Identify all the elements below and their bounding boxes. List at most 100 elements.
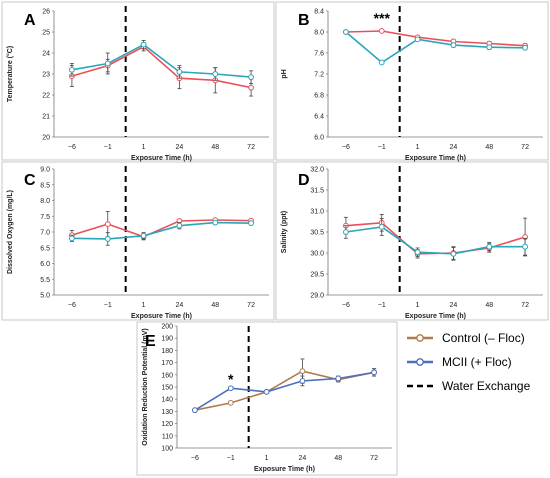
- y-tick-label: 7.5: [40, 214, 50, 221]
- data-point: [299, 368, 306, 375]
- data-point: [414, 36, 421, 43]
- y-tick-label: 24: [42, 51, 50, 58]
- legend-label-control: Control (– Floc): [442, 331, 525, 345]
- data-point: [140, 41, 147, 48]
- x-tick-label: 48: [485, 144, 493, 151]
- data-point: [192, 407, 198, 414]
- panel-letter: E: [145, 333, 156, 350]
- legend-label-mcii: MCII (+ Floc): [442, 355, 512, 369]
- panel-letter: D: [298, 172, 310, 189]
- y-axis-label: Oxidation Reduction Potential (mV): [142, 328, 149, 445]
- data-point: [212, 71, 219, 77]
- x-tick-label: 48: [485, 302, 493, 309]
- data-point: [486, 44, 493, 51]
- y-tick-label: 160: [161, 372, 173, 379]
- legend-item-mcii: MCII (+ Floc): [407, 355, 512, 369]
- y-tick-label: 7.2: [314, 72, 324, 79]
- series-line: [194, 371, 375, 411]
- data-point: [227, 399, 234, 406]
- panel-a-border: [1, 1, 275, 161]
- x-tick-label: 48: [334, 455, 342, 462]
- y-tick-label: 23: [42, 72, 50, 79]
- significance-marker: *: [228, 371, 234, 387]
- series-mcii: [343, 29, 528, 66]
- legend-label-water-exchange: Water Exchange: [442, 379, 531, 393]
- data-point: [522, 243, 528, 250]
- x-axis-label: Exposure Time (h): [131, 313, 192, 320]
- data-point: [522, 44, 528, 51]
- x-tick-label: 1: [416, 302, 420, 309]
- data-point: [378, 59, 385, 66]
- series-line: [345, 226, 526, 255]
- y-axis-label: Salinity (ppt): [281, 211, 288, 253]
- panel-a: 20 21 22 23 24 25 26 −6 −1 1 24 48 72 Exposure Time (…: [1, 1, 275, 162]
- y-tick-label: 6.0: [40, 261, 50, 268]
- x-tick-label: −1: [104, 302, 112, 309]
- data-point: [343, 229, 349, 235]
- x-tick-label: 72: [521, 302, 529, 309]
- x-tick-label: −6: [68, 144, 76, 151]
- x-tick-label: 72: [247, 302, 255, 309]
- y-tick-label: 8.4: [314, 9, 324, 16]
- data-point: [104, 221, 111, 228]
- y-tick-label: 7.0: [40, 230, 50, 237]
- data-point: [450, 42, 457, 49]
- series-mcii: [192, 368, 377, 414]
- panel-letter: C: [24, 172, 36, 189]
- data-point: [450, 250, 457, 257]
- x-tick-label: 1: [142, 302, 146, 309]
- data-point: [69, 66, 75, 73]
- data-point: [176, 222, 183, 229]
- legend-marker-mcii: [416, 358, 424, 366]
- x-tick-label: −1: [378, 302, 386, 309]
- y-tick-label: 26: [42, 9, 50, 16]
- x-tick-label: 24: [299, 455, 307, 462]
- data-point: [335, 375, 342, 382]
- y-tick-label: 22: [42, 93, 50, 100]
- series-line: [194, 370, 375, 411]
- significance-marker: ***: [374, 10, 391, 26]
- data-point: [263, 388, 270, 395]
- data-point: [104, 60, 111, 67]
- legend-marker-control: [416, 334, 424, 342]
- x-tick-label: 48: [211, 302, 219, 309]
- y-tick-label: 100: [161, 446, 173, 453]
- x-tick-label: 24: [450, 302, 458, 309]
- y-tick-label: 30.5: [310, 230, 324, 237]
- data-point: [248, 74, 254, 81]
- data-point: [486, 243, 493, 250]
- y-tick-label: 130: [161, 409, 173, 416]
- x-tick-label: 1: [416, 144, 420, 151]
- data-point: [248, 220, 254, 227]
- x-axis-label: Exposure Time (h): [254, 466, 315, 473]
- y-tick-label: 170: [161, 360, 173, 367]
- data-point: [176, 69, 183, 75]
- y-tick-label: 21: [42, 114, 50, 121]
- legend-item-water-exchange: Water Exchange: [407, 379, 531, 393]
- y-axis-label: Temperature (°C): [6, 46, 14, 102]
- series-line: [345, 30, 526, 47]
- y-tick-label: 120: [161, 421, 173, 428]
- x-tick-label: 24: [176, 302, 184, 309]
- x-tick-label: 1: [265, 455, 269, 462]
- x-tick-label: −6: [342, 144, 350, 151]
- series-mcii: [343, 218, 528, 261]
- legend: Control (– Floc) MCII (+ Floc) Water Exc…: [407, 331, 531, 393]
- series-line: [71, 221, 252, 240]
- x-tick-label: −1: [378, 144, 386, 151]
- y-tick-label: 6.0: [314, 135, 324, 142]
- y-tick-label: 20: [42, 135, 50, 142]
- y-axis-label: Dissolved Oxygen (mg/L): [7, 190, 14, 274]
- y-tick-label: 31.0: [310, 209, 324, 216]
- panel-c-border: [1, 161, 275, 321]
- data-point: [414, 249, 421, 256]
- panel-letter: B: [298, 12, 310, 29]
- panel-letter: A: [24, 12, 36, 29]
- x-tick-label: 1: [142, 144, 146, 151]
- y-tick-label: 32.0: [310, 167, 324, 174]
- x-tick-label: −6: [342, 302, 350, 309]
- x-tick-label: −6: [68, 302, 76, 309]
- data-point: [69, 235, 75, 242]
- data-point: [212, 219, 219, 226]
